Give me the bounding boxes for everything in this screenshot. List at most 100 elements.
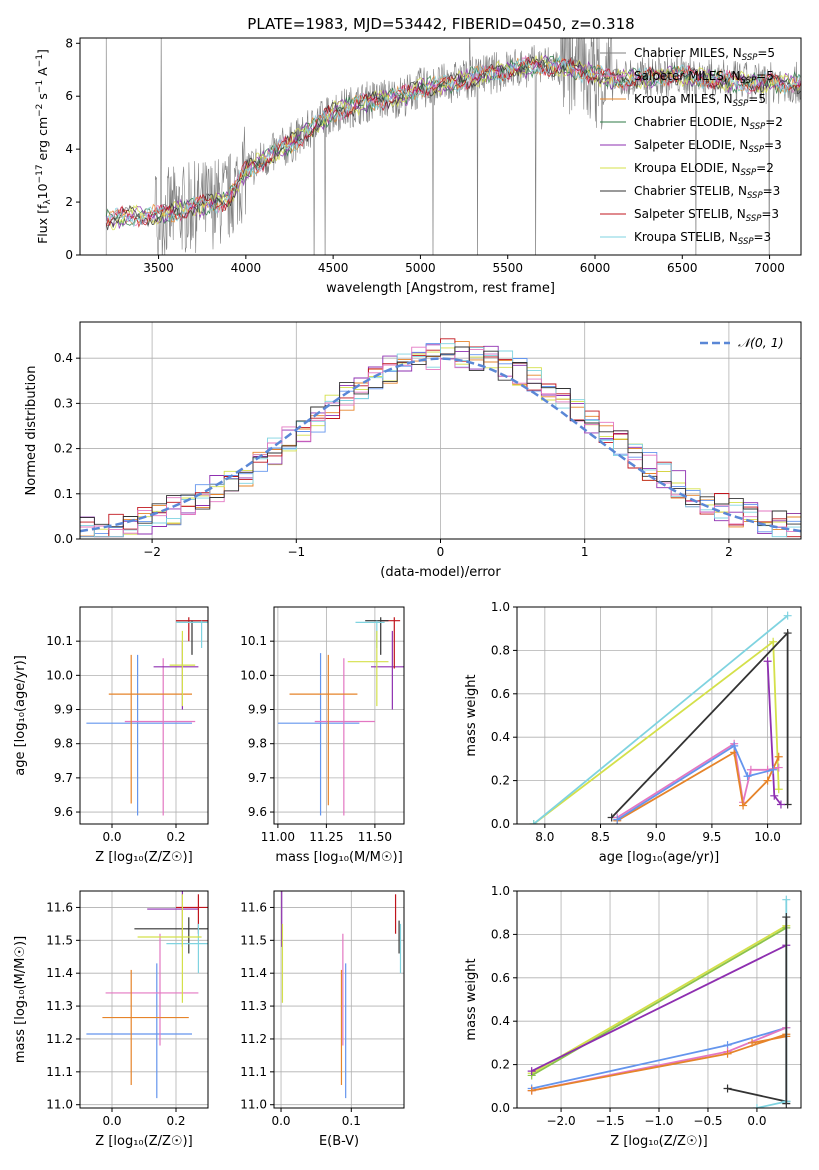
legend-label: Kroupa STELIB, NSSP=3 [634, 230, 771, 247]
x-axis-label: mass [log₁₀(M/M☉)] [275, 850, 402, 865]
series-point [613, 815, 622, 824]
histogram-step-line [80, 346, 801, 528]
series-point [782, 1099, 791, 1108]
y-label-part: −2 [35, 104, 45, 117]
series-point [746, 765, 755, 774]
x-tick-label: −1.5 [595, 1114, 624, 1128]
histogram-step-line [80, 346, 801, 534]
legend-model-name: Kroupa ELODIE, N [634, 161, 741, 175]
axes-frame [273, 606, 405, 825]
y-tick-label: 9.8 [248, 737, 267, 751]
legend-nssp: =3 [763, 184, 781, 198]
y-tick-label: 1.0 [491, 600, 510, 614]
y-axis-label: age [log₁₀(age/yr)] [13, 655, 28, 776]
x-tick-label: 4500 [318, 261, 349, 275]
legend-label: Salpeter ELODIE, NSSP=3 [634, 138, 782, 155]
legend-label: Salpeter MILES, NSSP=5 [634, 69, 774, 86]
massweight-vs-Z-panel: −2.0 −1.5 −1.0 −0.5 0.0 0.0 0.2 0.4 0.6 0.8 1.0 Z [… [464, 884, 802, 1149]
y-tick-label: 6 [65, 89, 73, 103]
series-point [774, 752, 783, 761]
series-line [533, 615, 789, 824]
x-tick-label: 1 [581, 545, 589, 559]
legend-nssp: =2 [756, 161, 774, 175]
y-label-part: −17 [35, 164, 45, 183]
legend-model-name: Kroupa MILES, N [634, 92, 733, 106]
mass-vs-ebv-panel: 0.0 0.1 11.0 11.1 11.2 11.3 11.4 11.5 11.6 E(B-V) [240, 890, 405, 1149]
y-tick-label: 10.0 [240, 668, 267, 682]
series-point [782, 913, 791, 922]
y-tick-label: 11.5 [46, 933, 73, 947]
series-point [770, 791, 779, 800]
x-axis-label: age [log₁₀(age/yr)] [599, 850, 720, 865]
y-label-part: ] [35, 49, 50, 54]
errorbar-group [277, 617, 404, 816]
y-tick-label: 0.8 [491, 643, 510, 657]
series-point [782, 895, 791, 904]
model-spectrum-line [106, 55, 801, 231]
legend-model-name: Kroupa STELIB, N [634, 230, 738, 244]
y-label-part: Flux [f [35, 204, 50, 244]
x-tick-label: 8.5 [591, 830, 610, 844]
series-point [529, 820, 538, 824]
y-tick-label: 10.1 [46, 634, 73, 648]
x-tick-label: 6000 [580, 261, 611, 275]
y-tick-label: 11.3 [46, 999, 73, 1013]
normal-distribution-line [80, 357, 801, 533]
x-tick-label: 0.0 [102, 830, 121, 844]
legend-nssp: =5 [757, 46, 775, 60]
legend-subscript: SSP [733, 99, 749, 109]
y-tick-label: 0.1 [54, 487, 73, 501]
legend-nssp: =5 [748, 92, 766, 106]
legend-model-name: Salpeter MILES, N [634, 69, 741, 83]
x-tick-label: 3500 [143, 261, 174, 275]
legend-subscript: SSP [750, 122, 766, 132]
x-axis-label: Z [log₁₀(Z/Z☉)] [95, 1134, 192, 1149]
y-label-part: −1 [35, 54, 45, 67]
residual-panel: −2 −1 0 1 2 0.0 0.1 0.2 0.3 0.4 (data-model)/error… [24, 321, 802, 580]
legend-model-name: Chabrier ELODIE, N [634, 115, 750, 129]
axes-frame [273, 890, 405, 1109]
series-line [751, 1035, 787, 1044]
errorbar-group [86, 617, 208, 816]
age-vs-Z-panel: 0.0 0.2 9.6 9.7 9.8 9.9 10.0 10.1 Z [log₁₀(Z/Z☉)… [13, 606, 209, 865]
x-tick-label: 5500 [492, 261, 523, 275]
x-tick-label: −1.0 [644, 1114, 673, 1128]
x-axis-label: wavelength [Angstrom, rest frame] [326, 281, 555, 296]
y-axis-label: Flux [fλ10−17 erg cm−2 s−1 A−1] [35, 49, 53, 244]
series-point [723, 1084, 732, 1093]
legend-nssp: =3 [761, 207, 779, 221]
series-point [769, 637, 778, 646]
y-tick-label: 9.9 [248, 703, 267, 717]
axes-frame [79, 890, 209, 1109]
legend-label: Kroupa ELODIE, NSSP=2 [634, 161, 774, 178]
series-point [769, 765, 778, 774]
legend-nssp: =3 [764, 138, 782, 152]
y-tick-label: 0.4 [54, 351, 73, 365]
histogram-step-line [80, 343, 801, 538]
x-tick-label: 0.0 [102, 1114, 121, 1128]
axes-frame [79, 37, 802, 256]
y-tick-label: 9.6 [54, 805, 73, 819]
errorbar-group [86, 891, 208, 1099]
y-tick-label: 11.6 [46, 900, 73, 914]
y-label-part: −1 [35, 80, 45, 93]
y-tick-label: 1.0 [491, 884, 510, 898]
y-tick-label: 2 [65, 195, 73, 209]
axes-frame [516, 890, 802, 1109]
series-point [527, 1086, 536, 1095]
series-point [527, 1067, 536, 1076]
legend-subscript: SSP [741, 76, 757, 86]
y-label-part: erg cm [35, 117, 50, 165]
y-tick-label: 0.6 [491, 687, 510, 701]
series-point [774, 785, 783, 794]
massweight-vs-age-panel: 8.0 8.5 9.0 9.5 10.0 0.0 0.2 0.4 0.6 0.8 1.0 age [l… [464, 600, 802, 865]
y-tick-label: 9.8 [54, 737, 73, 751]
y-tick-label: 9.6 [248, 805, 267, 819]
x-tick-label: 5000 [405, 261, 436, 275]
y-tick-label: 11.1 [240, 1065, 267, 1079]
data-spectrum-line [105, 38, 801, 255]
series-line [727, 1087, 787, 1103]
figure-title: PLATE=1983, MJD=53442, FIBERID=0450, z=0… [247, 15, 634, 33]
series-line [616, 744, 774, 821]
y-tick-label: 0.2 [491, 1058, 510, 1072]
